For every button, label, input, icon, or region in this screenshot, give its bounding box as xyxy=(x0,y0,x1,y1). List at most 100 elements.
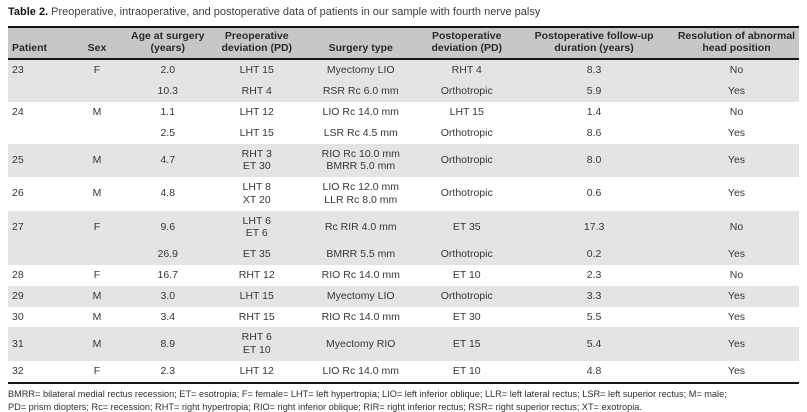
cell-sex: M xyxy=(92,289,102,302)
cell-surgery-type: BMRR 5.5 mm xyxy=(326,248,396,261)
table-caption-label: Table 2. xyxy=(8,6,49,18)
table-row-patient-24a: 24 M 1.1 LHT 12 LIO Rc 14.0 mm LHT 15 1.… xyxy=(8,102,799,123)
cell-followup-duration: 3.3 xyxy=(586,289,602,302)
cell-followup-duration: 2.3 xyxy=(586,269,602,282)
cell-surgery-type: LIO Rc 14.0 mm xyxy=(322,105,399,118)
cell-head-position: Yes xyxy=(727,310,746,323)
table-caption: Table 2. Preoperative, intraoperative, an… xyxy=(8,6,799,19)
table-row-patient-28: 28 F 16.7 RHT 12 RIO Rc 14.0 mm ET 10 2.… xyxy=(8,265,799,286)
cell-postop-deviation: Orthotropic xyxy=(440,187,493,200)
cell-preop-deviation: RHT 6 ET 10 xyxy=(241,331,272,357)
cell-surgery-type: Myectomy LIO xyxy=(326,64,395,77)
cell-preop-deviation: LHT 12 xyxy=(239,105,274,118)
cell-sex: F xyxy=(93,221,101,234)
cell-postop-deviation: RHT 4 xyxy=(451,64,482,77)
cell-age: 4.7 xyxy=(160,153,176,166)
table-row-patient-30: 30 M 3.4 RHT 15 RIO Rc 14.0 mm ET 30 5.5… xyxy=(8,307,799,328)
cell-age: 26.9 xyxy=(157,248,178,261)
footnote-line-2: PD= prism diopters; Rc= recession; RHT= … xyxy=(8,401,642,412)
cell-postop-deviation: ET 10 xyxy=(452,365,481,378)
cell-followup-duration: 5.9 xyxy=(586,85,602,98)
cell-preop-deviation: LHT 8 XT 20 xyxy=(242,181,271,206)
cell-age: 2.5 xyxy=(160,126,176,139)
cell-patient xyxy=(8,81,70,102)
cell-head-position: Yes xyxy=(727,248,746,261)
cell-patient: 28 xyxy=(12,269,24,282)
cell-surgery-type: RIO Rc 14.0 mm xyxy=(321,310,400,323)
cell-surgery-type: RIO Rc 10.0 mm BMRR 5.0 mm xyxy=(321,147,400,173)
cell-followup-duration: 17.3 xyxy=(583,221,605,234)
cell-postop-deviation: Orthotropic xyxy=(440,126,493,139)
cell-head-position: Yes xyxy=(727,187,746,200)
table-row-patient-26: 26 M 4.8 LHT 8 XT 20 LIO Rc 12.0 mm LLR … xyxy=(8,177,799,211)
cell-surgery-type: LIO Rc 14.0 mm xyxy=(322,365,399,378)
col-header-surgery-type: Surgery type xyxy=(302,27,420,61)
table-row-patient-31: 31 M 8.9 RHT 6 ET 10 Myectomy RIO ET 15 … xyxy=(8,327,799,362)
cell-surgery-type: Rc RIR 4.0 mm xyxy=(324,221,397,234)
cell-head-position: Yes xyxy=(727,126,746,139)
cell-age: 1.1 xyxy=(160,105,176,118)
cell-preop-deviation: RHT 15 xyxy=(238,310,275,323)
table-row-patient-29: 29 M 3.0 LHT 15 Myectomy LIO Orthotropic… xyxy=(8,285,799,307)
table-row-patient-27a: 27 F 9.6 LHT 6 ET 6 Rc RIR 4.0 mm ET 35 … xyxy=(8,210,799,245)
cell-sex: F xyxy=(93,64,101,77)
cell-surgery-type: Myectomy LIO xyxy=(326,289,395,302)
table-row-patient-32: 32 F 2.3 LHT 12 LIO Rc 14.0 mm ET 10 4.8… xyxy=(8,361,799,383)
cell-age: 16.7 xyxy=(157,269,178,282)
cell-followup-duration: 0.2 xyxy=(586,248,602,261)
cell-preop-deviation: LHT 6 ET 6 xyxy=(242,214,271,240)
cell-surgery-type: RIO Rc 14.0 mm xyxy=(321,269,400,282)
cell-preop-deviation: ET 35 xyxy=(242,248,271,261)
cell-sex xyxy=(70,123,125,144)
cell-patient: 24 xyxy=(12,105,24,118)
cell-preop-deviation: RHT 4 xyxy=(241,85,272,98)
col-header-preop-deviation: Preoperative deviation (PD) xyxy=(211,27,303,61)
cell-postop-deviation: ET 35 xyxy=(452,221,481,234)
cell-followup-duration: 4.8 xyxy=(586,365,602,378)
cell-postop-deviation: ET 15 xyxy=(452,337,481,350)
cell-age: 8.9 xyxy=(160,337,176,350)
col-header-followup-duration: Postoperative follow-up duration (years) xyxy=(514,27,674,61)
cell-sex: F xyxy=(93,269,101,282)
cell-followup-duration: 8.3 xyxy=(586,64,602,77)
cell-preop-deviation: RHT 12 xyxy=(238,269,275,282)
cell-sex: M xyxy=(92,105,102,118)
cell-age: 9.6 xyxy=(160,221,176,234)
cell-sex xyxy=(70,81,125,102)
table-row-patient-24b: 2.5 LHT 15 LSR Rc 4.5 mm Orthotropic 8.6… xyxy=(8,123,799,144)
cell-followup-duration: 5.4 xyxy=(586,337,602,350)
cell-head-position: Yes xyxy=(727,365,746,378)
cell-preop-deviation: LHT 15 xyxy=(239,64,274,77)
cell-age: 2.3 xyxy=(160,365,176,378)
cell-head-position: No xyxy=(729,221,744,234)
cell-age: 3.0 xyxy=(160,289,176,302)
cell-followup-duration: 0.6 xyxy=(586,187,602,200)
cell-sex: M xyxy=(92,337,102,350)
table-row-patient-23a: 23 F 2.0 LHT 15 Myectomy LIO RHT 4 8.3 N… xyxy=(8,59,799,82)
cell-sex: M xyxy=(92,153,102,166)
cell-patient: 27 xyxy=(12,221,24,234)
table-row-patient-27b: 26.9 ET 35 BMRR 5.5 mm Orthotropic 0.2 Y… xyxy=(8,244,799,266)
table-caption-text: Preoperative, intraoperative, and postop… xyxy=(51,6,541,18)
cell-patient xyxy=(8,244,70,265)
cell-head-position: Yes xyxy=(727,85,746,98)
cell-head-position: No xyxy=(729,105,744,118)
cell-age: 3.4 xyxy=(160,310,176,323)
cell-followup-duration: 1.4 xyxy=(586,105,602,118)
cell-patient: 25 xyxy=(12,153,24,166)
cell-followup-duration: 8.0 xyxy=(586,153,602,166)
cell-patient xyxy=(8,123,70,144)
col-header-patient: Patient xyxy=(8,27,70,61)
cell-age: 4.8 xyxy=(160,187,176,200)
cell-preop-deviation: LHT 12 xyxy=(239,365,274,378)
cell-sex: M xyxy=(92,187,102,200)
cell-patient: 32 xyxy=(12,365,24,378)
table-footnote: BMRR= bilateral medial rectus recession;… xyxy=(8,388,799,412)
cell-preop-deviation: RHT 3 ET 30 xyxy=(241,147,272,173)
cell-postop-deviation: ET 30 xyxy=(452,310,481,323)
col-header-head-position: Resolution of abnormal head position xyxy=(673,27,799,61)
cell-head-position: Yes xyxy=(727,153,746,166)
cell-postop-deviation: Orthotropic xyxy=(440,289,493,302)
cell-followup-duration: 8.6 xyxy=(586,126,602,139)
